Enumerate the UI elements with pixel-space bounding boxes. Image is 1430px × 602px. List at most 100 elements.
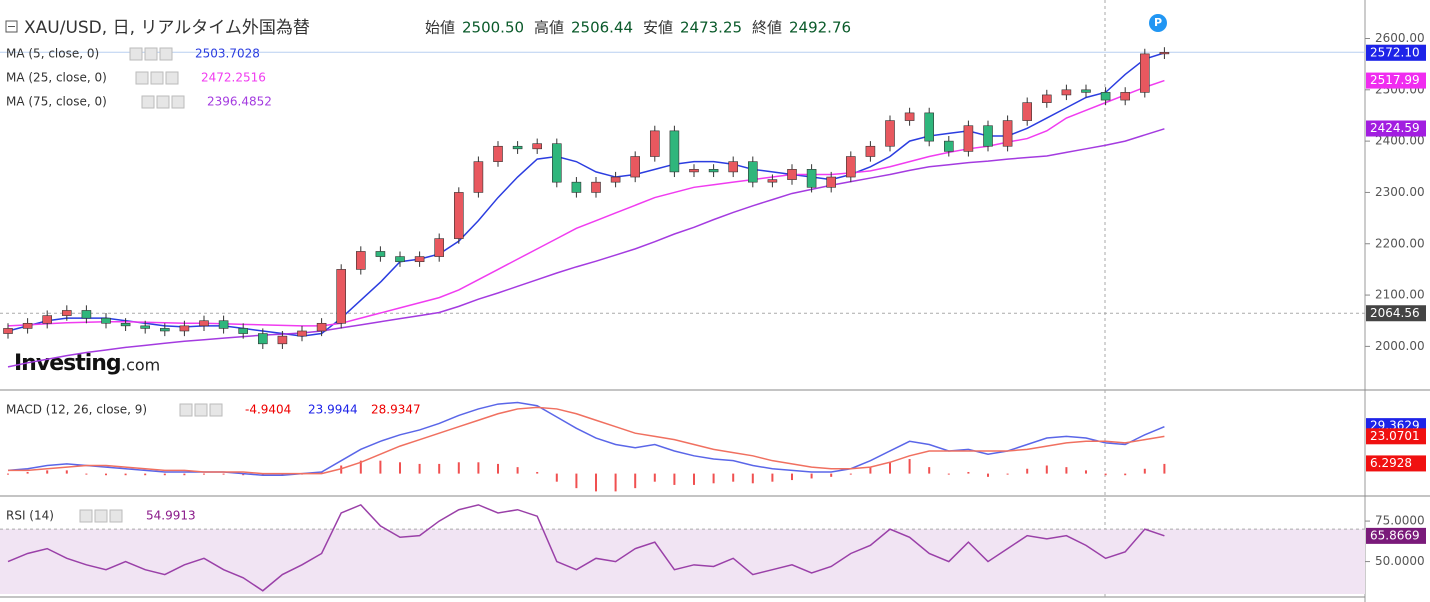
candle-body (238, 328, 248, 334)
histogram-bar (46, 470, 49, 474)
candle-body (728, 161, 739, 173)
price-tag-label: 6.2928 (1370, 456, 1412, 470)
candle-body (885, 120, 895, 147)
y-tick-label: 2400.00 (1375, 134, 1425, 148)
candle-body (434, 238, 445, 257)
candle-body (708, 169, 719, 173)
histogram-bar (849, 473, 852, 475)
band (0, 529, 1365, 594)
price-tag-label: 2517.99 (1370, 73, 1420, 87)
histogram-bar (889, 462, 891, 474)
candle-body (22, 322, 33, 329)
ohlc-value: 2506.44 (571, 19, 633, 37)
histogram-bar (1124, 473, 1127, 476)
candle-body (179, 325, 190, 332)
candle-body (277, 335, 288, 345)
candle-body (160, 328, 170, 332)
histogram-bar (242, 473, 245, 476)
histogram-bar (183, 473, 186, 476)
histogram-bar (379, 460, 382, 474)
candle-body (571, 181, 582, 193)
candle-body (355, 251, 366, 270)
histogram-bar (281, 473, 284, 476)
price-tag (1366, 305, 1426, 322)
histogram-bar (85, 473, 88, 475)
price-tag-label: 2424.59 (1370, 121, 1420, 135)
legend-name: MA (5, close, 0) (6, 47, 99, 61)
candle-body (983, 125, 993, 147)
logo: Investing (14, 351, 121, 376)
histogram-bar (163, 473, 166, 476)
legend-name: MA (25, close, 0) (6, 71, 107, 85)
series-line (7, 128, 1165, 368)
series-line (7, 503, 1165, 592)
candle-body (610, 176, 621, 183)
histogram-bar (438, 463, 441, 474)
candle-body (453, 192, 464, 239)
candle-body (787, 169, 797, 180)
legend-value: 2396.4852 (207, 95, 272, 109)
candle-body (669, 130, 680, 173)
y-tick-label: 50.0000 (1375, 554, 1425, 568)
histogram-bar (555, 473, 558, 482)
y-tick-label: 2600.00 (1375, 31, 1425, 45)
histogram-bar (536, 471, 539, 474)
event-marker[interactable] (1149, 14, 1167, 32)
collapse-icon[interactable] (5, 20, 18, 33)
price-tag (1366, 44, 1426, 61)
histogram-bar (1045, 465, 1048, 474)
histogram-bar (320, 471, 323, 474)
candle-body (199, 320, 209, 327)
histogram-bar (869, 467, 872, 474)
legend-icon (194, 403, 208, 417)
histogram-bar (399, 462, 401, 474)
candle-body (336, 269, 347, 324)
legend-icon (129, 47, 143, 61)
candle-body (375, 251, 386, 257)
histogram-bar (144, 473, 147, 476)
event-marker-label: P (1154, 16, 1162, 29)
price-tag (1366, 72, 1426, 89)
legend-icon (135, 71, 149, 85)
series-line (8, 406, 1165, 475)
ohlc-value: 2492.76 (789, 19, 851, 37)
histogram-bar (7, 473, 9, 475)
candle-body (101, 317, 111, 324)
legend-icon (109, 509, 123, 523)
legend-icon (79, 509, 93, 523)
candle-body (924, 112, 935, 142)
histogram-bar (947, 473, 950, 475)
legend-value: 28.9347 (371, 403, 421, 417)
histogram-bar (634, 473, 637, 489)
price-tag-label: 2572.10 (1370, 45, 1420, 59)
histogram-bar (203, 473, 205, 475)
histogram-bar (497, 463, 499, 474)
candle-body (3, 328, 13, 334)
histogram-bar (987, 473, 989, 477)
price-tag (1366, 120, 1426, 137)
histogram-bar (418, 463, 421, 474)
candle-body (1022, 102, 1033, 121)
histogram-bar (693, 473, 695, 485)
candle-body (689, 169, 699, 173)
histogram-bar (222, 473, 225, 475)
candle-body (1002, 120, 1013, 147)
ohlc-value: 2473.25 (680, 19, 742, 37)
candle-body (1120, 92, 1130, 101)
histogram-bar (967, 471, 970, 474)
candle-body (81, 310, 92, 319)
histogram-bar (359, 460, 362, 474)
histogram-bar (614, 473, 617, 492)
histogram-bar (1065, 467, 1068, 474)
histogram-bar (732, 473, 735, 482)
legend-name: RSI (14) (6, 509, 54, 523)
candle-body (1159, 52, 1170, 55)
candle-body (493, 145, 503, 162)
legend-icon (94, 509, 108, 523)
legend-icon (144, 47, 158, 61)
legend-name: MACD (12, 26, close, 9) (6, 403, 147, 417)
histogram-bar (1006, 473, 1009, 475)
candle-body (845, 156, 856, 178)
candle-body (218, 320, 229, 329)
